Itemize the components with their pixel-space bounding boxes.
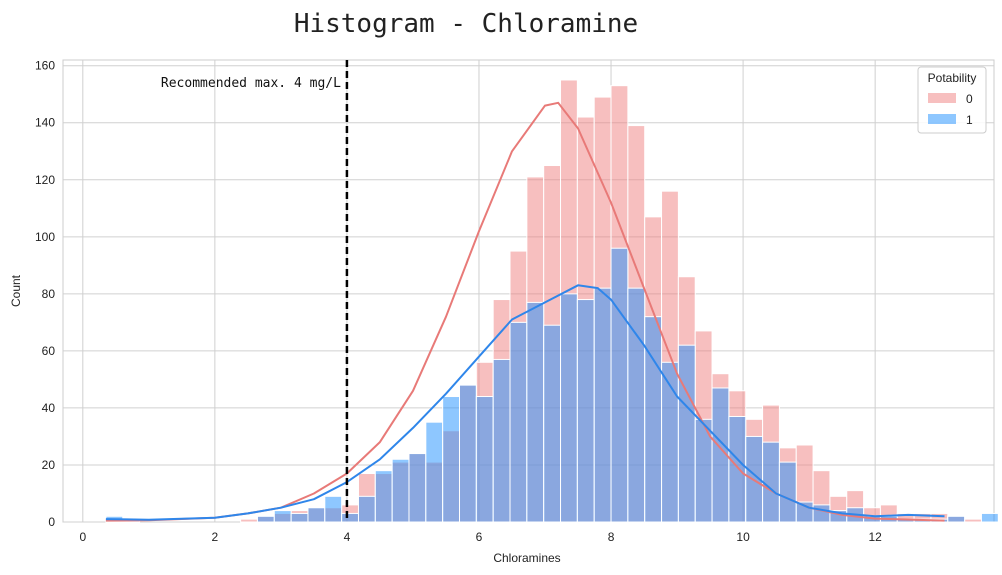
bar-series-1 [980, 512, 999, 523]
x-tick-label: 6 [476, 530, 483, 544]
y-tick-label: 100 [35, 230, 55, 244]
bar-series-1 [728, 415, 747, 523]
bar-series-1 [408, 453, 427, 523]
kde-curves [105, 101, 945, 522]
y-tick-label: 120 [35, 173, 55, 187]
bar-series-1 [290, 512, 309, 523]
reference-line-label: Recommended max. 4 mg/L [161, 76, 341, 91]
x-tick-label: 0 [79, 530, 86, 544]
bar-series-1 [627, 287, 646, 523]
legend-label-1: 1 [966, 113, 973, 127]
bar-series-1 [374, 470, 393, 523]
bar-series-1 [593, 287, 612, 523]
legend-swatch-1 [928, 114, 956, 124]
histogram-bars [105, 79, 999, 523]
bar-series-1 [677, 344, 696, 523]
bar-series-1 [256, 515, 275, 523]
bar-series-1 [459, 384, 477, 523]
bar-series-1 [576, 299, 595, 523]
bar-series-1 [509, 321, 528, 523]
x-tick-label: 12 [868, 530, 882, 544]
bar-series-1 [778, 461, 797, 523]
bar-series-1 [610, 247, 629, 523]
y-tick-label: 160 [35, 59, 55, 73]
y-tick-label: 40 [42, 401, 56, 415]
bar-series-1 [947, 515, 966, 523]
y-tick-label: 0 [48, 515, 55, 529]
kde-line-1 [105, 284, 945, 521]
bar-series-1 [475, 396, 494, 523]
bar-series-0 [964, 518, 982, 523]
bar-series-1 [341, 512, 359, 523]
legend: Potability 0 1 [917, 66, 987, 134]
bar-series-1 [324, 495, 343, 523]
legend-title: Potability [928, 71, 977, 85]
x-axis-label: Chloramines [493, 551, 560, 565]
bar-series-1 [357, 495, 376, 523]
legend-label-0: 0 [966, 92, 973, 106]
bar-series-1 [543, 324, 562, 523]
bar-series-1 [425, 421, 444, 523]
chart-title: Histogram - Chloramine [294, 9, 638, 39]
legend-swatch-0 [928, 93, 956, 103]
bar-series-1 [644, 316, 663, 523]
x-tick-label: 8 [608, 530, 615, 544]
x-tick-label: 10 [736, 530, 750, 544]
bar-series-1 [812, 504, 831, 523]
bar-series-1 [391, 458, 410, 523]
x-tick-label: 2 [212, 530, 219, 544]
bar-series-1 [442, 396, 461, 523]
y-tick-label: 20 [42, 458, 56, 472]
y-axis-label: Count [9, 274, 23, 307]
bar-series-1 [560, 293, 578, 523]
x-tick-label: 4 [344, 530, 351, 544]
bar-series-1 [492, 358, 511, 523]
y-tick-label: 60 [42, 344, 56, 358]
bar-series-1 [526, 301, 545, 523]
y-tick-label: 140 [35, 116, 55, 130]
bar-series-1 [273, 510, 292, 523]
bar-series-1 [762, 441, 780, 523]
bar-series-0 [240, 518, 258, 523]
y-tick-label: 80 [42, 287, 56, 301]
bar-series-1 [307, 507, 326, 523]
